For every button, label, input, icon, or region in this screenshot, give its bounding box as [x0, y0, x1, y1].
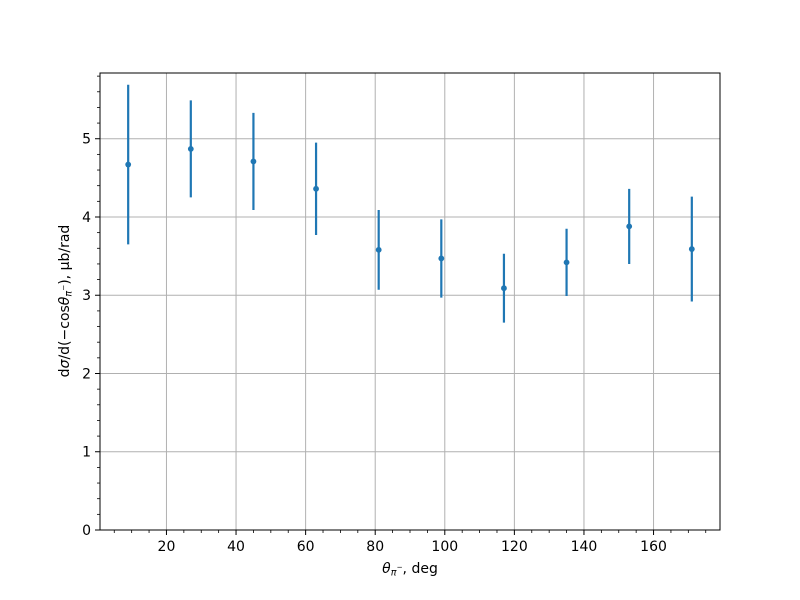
x-tick-label: 160 [640, 539, 667, 555]
x-tick-label: 60 [297, 539, 315, 555]
y-tick-label: 5 [82, 132, 91, 148]
data-point [438, 255, 445, 262]
y-tick-label: 0 [82, 523, 91, 539]
y-tick-labels: 0 1 2 3 4 5 [82, 132, 91, 539]
x-tick-label: 140 [571, 539, 598, 555]
axis-label-fragment: π [390, 567, 397, 579]
axis-label-fragment: − [58, 284, 68, 291]
axis-label-fragment: , deg [402, 561, 438, 577]
y-tick-label: 3 [82, 288, 91, 304]
x-tick-label: 80 [366, 539, 384, 555]
data-markers [125, 146, 695, 292]
x-tick-labels: 20 40 60 80 100 120 140 160 [158, 539, 667, 555]
y-axis-label: dσ/d(−cosθπ−), μb/rad [57, 224, 75, 378]
x-tick-label: 120 [501, 539, 528, 555]
data-point [250, 158, 257, 165]
data-point [125, 161, 132, 168]
y-tick-label: 2 [82, 366, 91, 382]
data-point [688, 246, 695, 252]
axis-label-fragment: ), μb/rad [57, 224, 74, 285]
data-point [375, 246, 382, 253]
axis-label-fragment: θ [382, 561, 391, 577]
x-tick-label: 20 [158, 539, 176, 555]
y-tick-label: 4 [82, 210, 91, 226]
ticks [95, 75, 707, 535]
y-tick-label: 1 [82, 445, 91, 461]
x-tick-label: 40 [227, 539, 245, 555]
axis-label-fragment: θ [57, 296, 74, 306]
x-axis-label: θπ−, deg [100, 562, 720, 578]
axis-label-fragment: π [63, 290, 75, 297]
x-tick-label: 100 [431, 539, 458, 555]
errorbar-series [127, 84, 693, 323]
data-point [626, 223, 633, 230]
axis-label-fragment: − [396, 562, 403, 572]
axes-frame [99, 72, 721, 531]
axis-label-fragment: /d(−cos [57, 305, 74, 360]
data-point [313, 185, 319, 192]
axis-label-fragment: d [57, 368, 74, 378]
axis-label-fragment: σ [57, 359, 74, 369]
data-point [501, 285, 507, 292]
grid [100, 73, 720, 531]
data-point [563, 259, 570, 266]
data-point [187, 146, 194, 152]
